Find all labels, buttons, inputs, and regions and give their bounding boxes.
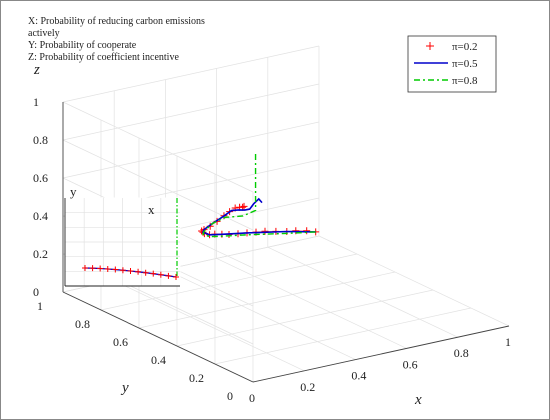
- z-tick-label-5: 1: [33, 95, 39, 109]
- y-tick-label-0: 0: [227, 389, 233, 403]
- floor-grid-x-4: [267, 246, 458, 338]
- y-tick-label-5: 1: [37, 299, 43, 313]
- description-z: Z: Probability of coefficient incentive: [28, 52, 179, 63]
- legend-marker-0: [426, 42, 434, 50]
- floor-grid-x-5: [318, 235, 510, 327]
- y-axis-label: y: [120, 380, 129, 396]
- inset-marker-0: [82, 265, 88, 271]
- floor-grid-y-1: [214, 307, 472, 365]
- x-tick-label-1: 0.2: [300, 380, 315, 394]
- inset-marker-12: [173, 274, 179, 280]
- series-0-point-5: [261, 227, 269, 235]
- y-tick-label-3: 0.6: [113, 335, 128, 349]
- series-layer: [198, 153, 320, 239]
- inset-marker-9: [150, 270, 157, 277]
- z-tick-label-0: 0: [33, 285, 39, 299]
- floor-grid-x-3: [216, 258, 407, 349]
- z-tick-label-3: 0.6: [33, 171, 48, 185]
- inset-marker-7: [135, 268, 142, 275]
- inset-marker-8: [142, 269, 149, 276]
- legend-label-0: π=0.2: [452, 41, 478, 53]
- inset-x-label: x: [148, 202, 155, 217]
- z-tick-label-2: 0.4: [33, 209, 48, 223]
- x-tick-label-0: 0: [249, 391, 255, 405]
- legend-label-1: π=0.5: [452, 58, 478, 70]
- floor-grid-x-2: [165, 269, 356, 360]
- description-x-cont: actively: [28, 28, 60, 39]
- legend: π=0.2 π=0.5 π=0.8: [407, 35, 497, 93]
- y-tick-label-1: 0.2: [189, 371, 204, 385]
- inset-marker-5: [119, 267, 126, 274]
- legend-box: [407, 35, 497, 93]
- y-tick-label-2: 0.4: [151, 353, 166, 367]
- z-tick-label-1: 0.2: [33, 247, 48, 261]
- series-0-point-1: [303, 227, 311, 235]
- floor-grid-y-4: [100, 253, 358, 311]
- inset-marker-11: [165, 272, 172, 279]
- back-grid-z-3: [62, 121, 320, 179]
- x-axis-line: [252, 325, 510, 383]
- x-axis-label: x: [414, 392, 422, 408]
- x-tick-label-3: 0.6: [403, 357, 418, 371]
- inset-marker-6: [127, 267, 134, 274]
- inset-marker-4: [112, 266, 119, 273]
- inset-marker-3: [104, 265, 111, 272]
- back-grid-z-4: [62, 83, 320, 141]
- floor-grid-y-3: [138, 271, 396, 329]
- side-grid-z-4: [62, 139, 254, 231]
- z-axis-label: z: [33, 62, 40, 78]
- x-tick-label-2: 0.4: [351, 369, 366, 383]
- back-grid-z-5: [62, 45, 320, 103]
- floor-grid-y-2: [176, 289, 434, 347]
- floor-grid-x-1: [114, 280, 305, 372]
- description-block: X: Probability of reducing carbon emissi…: [28, 16, 205, 63]
- inset-marker-2: [97, 265, 104, 272]
- series-0-point-24: [240, 202, 248, 210]
- z-tick-label-4: 0.8: [33, 133, 48, 147]
- y-axis-line: [62, 291, 254, 383]
- legend-label-2: π=0.8: [452, 75, 478, 87]
- side-grid-z-5: [62, 101, 254, 193]
- axes-layer: 00.20.40.60.8100.20.40.60.8100.20.40.60.…: [33, 95, 511, 405]
- inset-marker-10: [157, 271, 164, 278]
- y-tick-label-4: 0.8: [75, 317, 90, 331]
- description-y: Y: Probability of cooperate: [28, 40, 137, 51]
- description-x: X: Probability of reducing carbon emissi…: [28, 16, 205, 27]
- series-2-line: [202, 153, 316, 238]
- inset-marker-1: [89, 265, 96, 272]
- x-tick-label-5: 1: [505, 335, 511, 349]
- x-tick-label-4: 0.8: [454, 346, 469, 360]
- series-1-line: [201, 197, 316, 236]
- inset-y-label: y: [70, 184, 77, 199]
